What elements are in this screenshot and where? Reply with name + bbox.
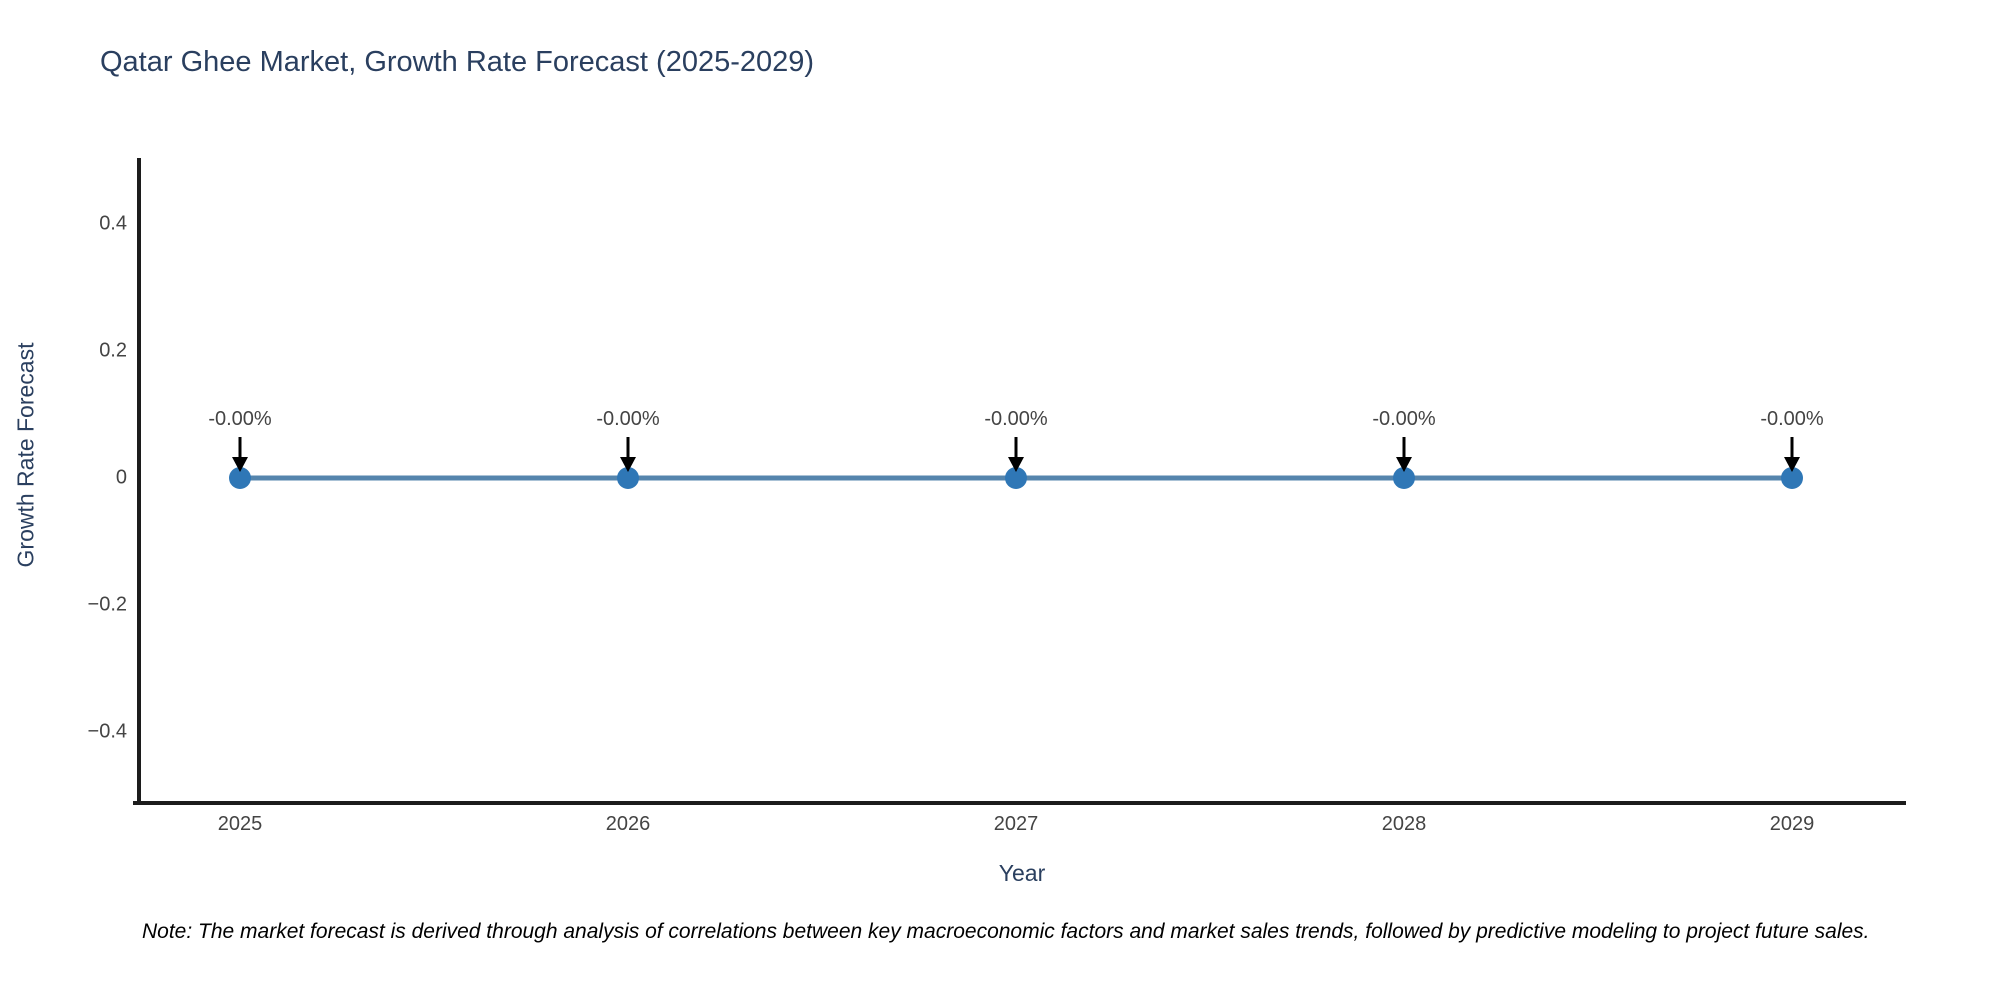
data-point-marker <box>617 467 639 489</box>
footnote: Note: The market forecast is derived thr… <box>142 920 1870 943</box>
point-label: -0.00% <box>984 408 1048 430</box>
x-tick-label: 2026 <box>605 813 651 835</box>
y-tick-label: 0 <box>115 466 127 489</box>
point-label: -0.00% <box>1372 408 1436 430</box>
x-tick-label: 2029 <box>1769 813 1815 835</box>
annotation-arrowhead <box>620 457 636 472</box>
point-label: -0.00% <box>1760 408 1824 430</box>
annotation-arrowhead <box>1784 457 1800 472</box>
y-tick-label: −0.2 <box>87 593 127 616</box>
x-axis-title: Year <box>998 860 1046 886</box>
y-axis-title: Growth Rate Forecast <box>12 342 39 568</box>
data-point-marker <box>1393 467 1415 489</box>
x-tick-label: 2027 <box>993 813 1039 835</box>
data-point-marker <box>229 467 251 489</box>
x-tick-label: 2025 <box>217 813 263 835</box>
y-tick-label: 0.2 <box>99 339 127 362</box>
point-label: -0.00% <box>208 408 272 430</box>
data-point-marker <box>1005 467 1027 489</box>
y-tick-label: 0.4 <box>99 212 127 235</box>
annotation-arrowhead <box>1396 457 1412 472</box>
data-point-marker <box>1781 467 1803 489</box>
y-tick-label: −0.4 <box>87 720 127 743</box>
point-label: -0.00% <box>596 408 660 430</box>
annotation-arrowhead <box>232 457 248 472</box>
chart-title: Qatar Ghee Market, Growth Rate Forecast … <box>100 46 815 78</box>
annotation-arrowhead <box>1008 457 1024 472</box>
x-tick-label: 2028 <box>1381 813 1427 835</box>
